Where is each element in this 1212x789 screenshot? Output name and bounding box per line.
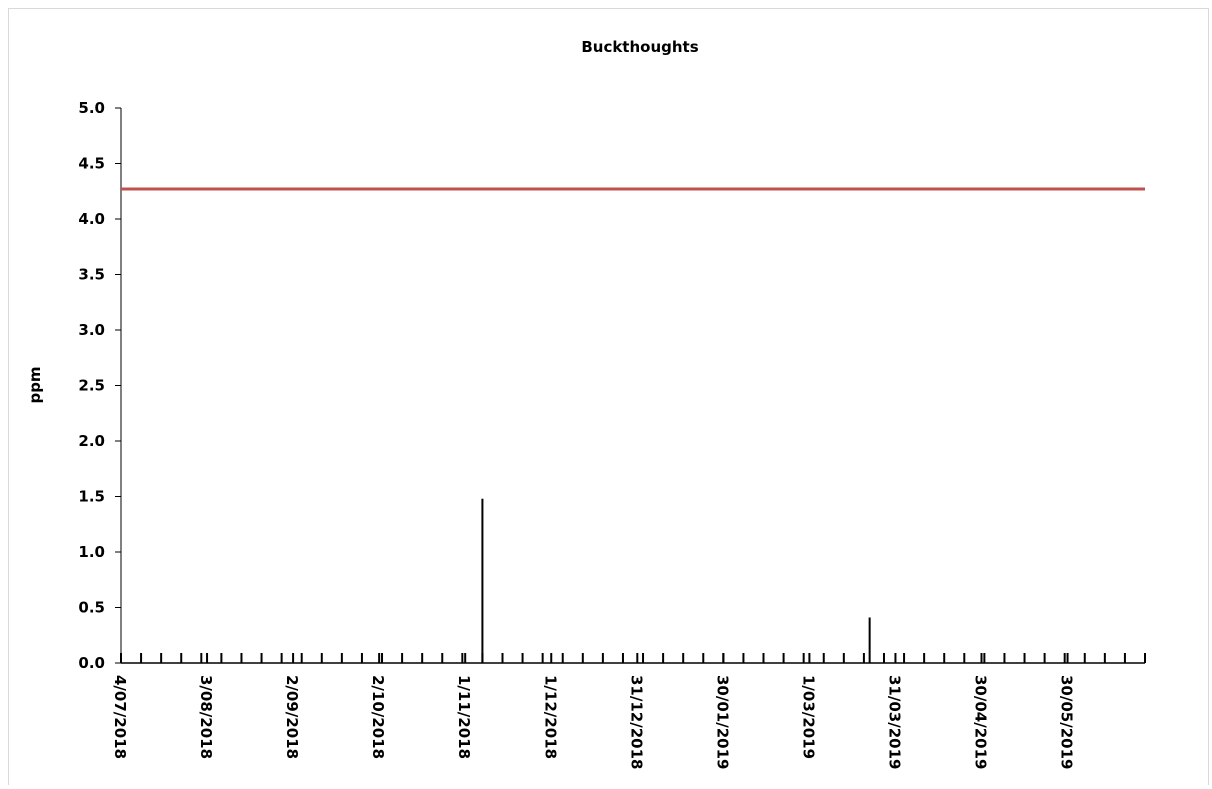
bar: [481, 498, 484, 663]
x-tick-label: 1/03/2019: [799, 675, 817, 759]
x-tick-label: 30/05/2019: [1058, 675, 1076, 769]
x-tick-label: 31/12/2018: [627, 675, 645, 769]
chart-border: [8, 8, 1209, 789]
x-tick-label: 2/10/2018: [369, 675, 387, 759]
x-tick-label: 30/01/2019: [713, 675, 731, 769]
y-tick-label: 0.5: [78, 599, 105, 617]
y-axis-label: ppm: [26, 366, 44, 403]
y-tick-label: 0.0: [78, 654, 105, 672]
y-tick-label: 3.5: [78, 266, 105, 284]
y-tick-label: 4.0: [78, 210, 105, 228]
y-tick-label: 1.0: [78, 543, 105, 561]
x-tick-label: 30/04/2019: [972, 675, 990, 769]
y-tick-label: 3.0: [78, 321, 105, 339]
x-tick-label: 31/03/2019: [885, 675, 903, 769]
y-tick-label: 1.5: [78, 488, 105, 506]
chart-title: Buckthoughts: [581, 38, 698, 56]
y-tick-label: 4.5: [78, 155, 105, 173]
x-tick-label: 4/07/2018: [111, 675, 129, 759]
x-tick-label: 3/08/2018: [197, 675, 215, 759]
x-tick-label: 1/12/2018: [541, 675, 559, 759]
y-tick-label: 2.0: [78, 432, 105, 450]
x-tick-label: 2/09/2018: [283, 675, 301, 759]
y-tick-label: 2.5: [78, 377, 105, 395]
y-tick-label: 5.0: [78, 99, 105, 117]
bar: [868, 617, 871, 663]
x-tick-label: 1/11/2018: [455, 675, 473, 759]
